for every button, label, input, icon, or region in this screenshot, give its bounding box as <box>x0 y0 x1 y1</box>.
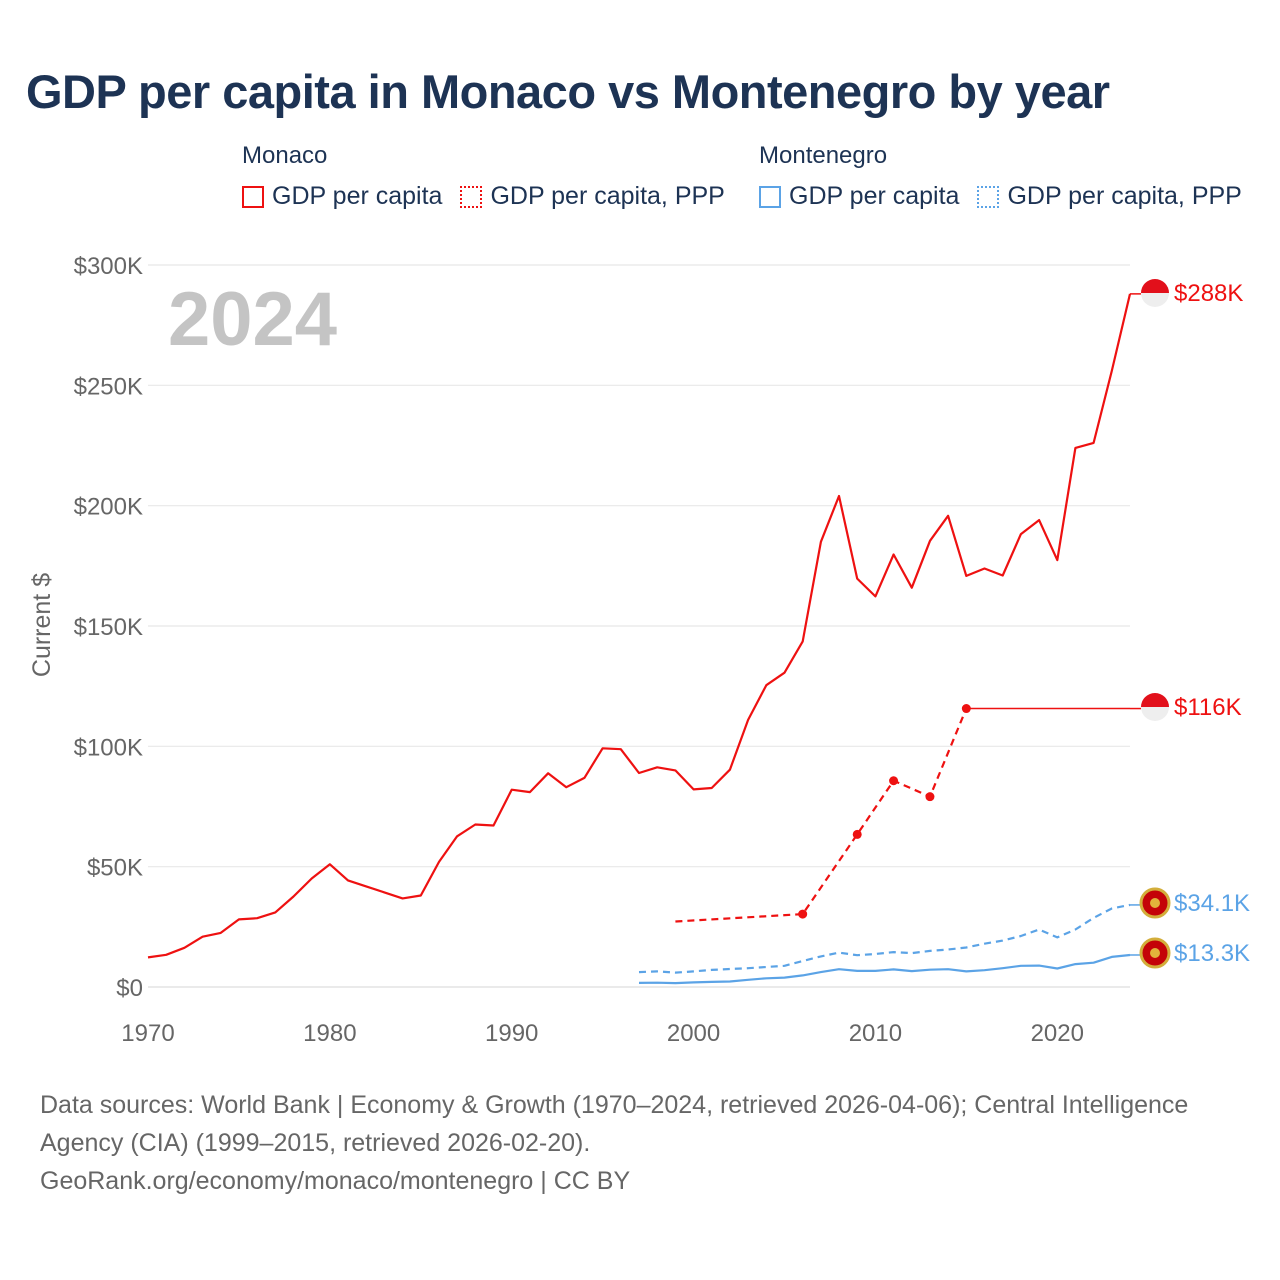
y-tick-label: $200K <box>74 494 143 521</box>
legend-label: GDP per capita <box>272 182 443 210</box>
x-tick-label: 2000 <box>667 1020 720 1047</box>
data-point-monaco-gdp-per-capita-ppp <box>925 792 935 802</box>
y-tick-label: $250K <box>74 373 143 400</box>
y-axis-label: Current $ <box>28 573 56 677</box>
legend-swatch-solid-icon <box>759 185 781 208</box>
legend-group-montenegro: Montenegro GDP per capita GDP per capita… <box>759 142 1260 211</box>
legend-label: GDP per capita, PPP <box>490 182 725 210</box>
y-tick-label: $150K <box>74 614 143 641</box>
x-tick-label: 2010 <box>849 1020 902 1047</box>
end-label-montenegro-gdp: $13.3K <box>1174 940 1250 967</box>
y-tick-label: $300K <box>74 253 143 280</box>
legend-country-montenegro: Montenegro <box>759 142 888 169</box>
end-label-monaco-gdp: $288K <box>1174 280 1243 307</box>
legend-item-monaco-gdp-ppp[interactable]: GDP per capita, PPP <box>460 182 725 211</box>
y-tick-label: $0 <box>116 975 143 1002</box>
chart-title: GDP per capita in Monaco vs Montenegro b… <box>26 65 1110 118</box>
year-watermark: 2024 <box>168 277 337 362</box>
end-label-montenegro-gdp-ppp: $34.1K <box>1174 890 1250 917</box>
monaco-flag-icon <box>1141 693 1169 721</box>
series-line-montenegro-gdp-per-capita <box>638 953 1131 985</box>
legend-country-monaco: Monaco <box>242 142 328 169</box>
footer-credit[interactable]: GeoRank.org/economy/monaco/montenegro | … <box>40 1167 631 1195</box>
footer: Data sources: World Bank | Economy & Gro… <box>40 1086 1250 1200</box>
series-line-monaco-gdp-per-capita <box>147 293 1132 959</box>
legend-group-monaco: Monaco GDP per capita GDP per capita, PP… <box>242 142 743 211</box>
y-tick-label: $50K <box>87 855 143 882</box>
end-label-monaco-gdp-ppp: $116K <box>1174 694 1242 721</box>
series-line-monaco-gdp-per-capita-ppp <box>675 708 968 923</box>
x-tick-label: 1980 <box>303 1020 356 1047</box>
footer-sources: Data sources: World Bank | Economy & Gro… <box>40 1091 1189 1157</box>
legend-item-montenegro-gdp-ppp[interactable]: GDP per capita, PPP <box>977 182 1242 211</box>
x-tick-label: 1990 <box>485 1020 538 1047</box>
x-tick-label: 1970 <box>121 1020 174 1047</box>
gridlines <box>148 264 1130 988</box>
line-chart: 2024 Current $ $0 $50K $100K $150K $200K $250… <box>28 253 1250 1047</box>
axes: $0 $50K $100K $150K $200K $250K $300K 1970 1980 1… <box>74 253 1084 1047</box>
data-point-monaco-gdp-per-capita-ppp <box>798 909 808 919</box>
legend-swatch-dotted-icon <box>460 185 483 208</box>
series-line-montenegro-gdp-per-capita-ppp <box>638 903 1131 974</box>
legend-item-montenegro-gdp[interactable]: GDP per capita <box>759 182 959 211</box>
montenegro-flag-icon <box>1139 887 1171 919</box>
legend-label: GDP per capita, PPP <box>1007 182 1242 210</box>
montenegro-flag-icon <box>1139 937 1171 969</box>
data-point-monaco-gdp-per-capita-ppp <box>852 829 862 839</box>
legend-label: GDP per capita <box>789 182 960 210</box>
legend-swatch-dotted-icon <box>977 185 1000 208</box>
y-tick-label: $100K <box>74 734 143 761</box>
monaco-flag-icon <box>1141 279 1169 307</box>
x-tick-label: 2020 <box>1031 1020 1084 1047</box>
series <box>147 293 1141 985</box>
data-point-monaco-gdp-per-capita-ppp <box>889 776 899 786</box>
legend-item-monaco-gdp[interactable]: GDP per capita <box>242 182 442 211</box>
legend-swatch-solid-icon <box>242 185 264 208</box>
data-point-monaco-gdp-per-capita-ppp <box>961 704 971 714</box>
